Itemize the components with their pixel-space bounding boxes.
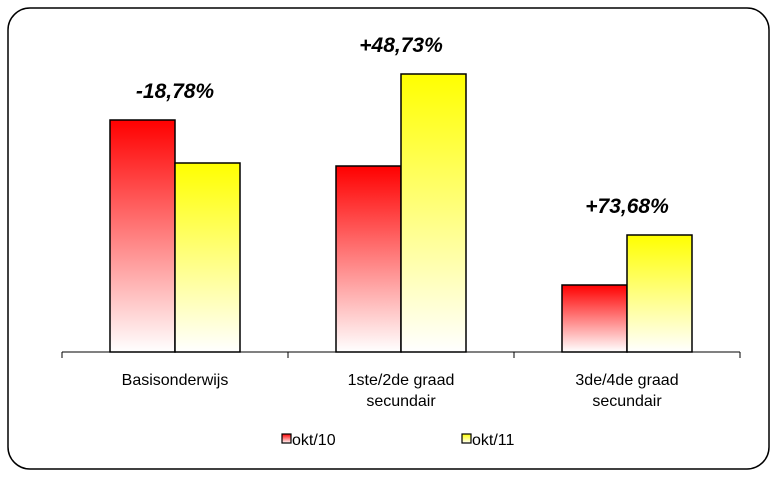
x-tick-label: 1ste/2de graad secundair [347,372,455,410]
legend-swatch [461,433,472,444]
bar [400,73,467,353]
legend-label: okt/10 [292,432,336,449]
legend-label: okt/11 [472,432,515,449]
x-tick-label: 3de/4de graad secundair [575,372,679,410]
x-tick-label: Basisonderwijs [121,372,229,389]
bar [626,234,693,353]
bar [561,284,628,353]
annotation: -18,78% [136,80,215,103]
legend-swatch [281,433,292,444]
annotation: +73,68% [585,195,669,218]
bar [335,165,402,353]
annotation: +48,73% [359,34,443,57]
bar [109,119,176,353]
bar [174,162,241,353]
